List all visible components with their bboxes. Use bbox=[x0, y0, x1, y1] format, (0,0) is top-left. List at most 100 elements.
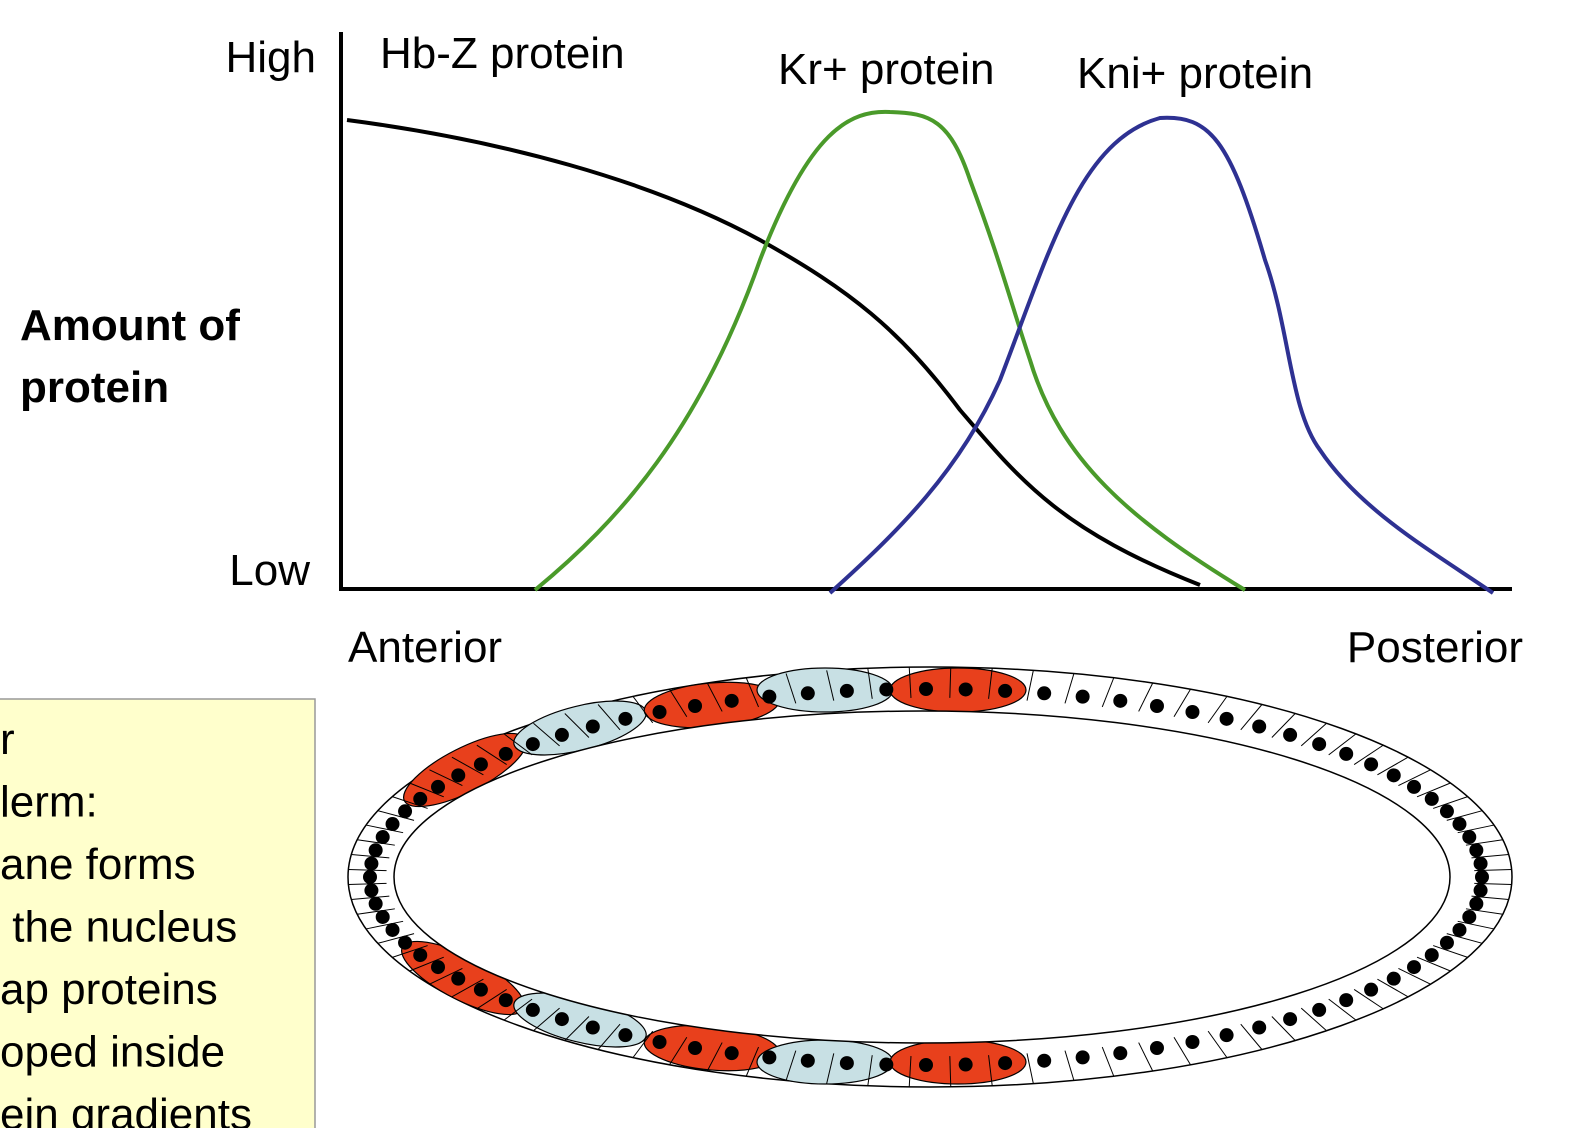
cell-wall bbox=[1398, 967, 1431, 985]
nucleus bbox=[998, 683, 1013, 698]
nucleus bbox=[554, 727, 569, 742]
note-text: r lerm: ane forms the nucleus ap proteins op… bbox=[0, 715, 252, 1133]
cell-wall bbox=[451, 978, 484, 998]
nucleus bbox=[1149, 1041, 1164, 1056]
cell-wall bbox=[392, 945, 428, 958]
cell-wall bbox=[1207, 1030, 1228, 1058]
nucleus bbox=[1386, 768, 1401, 783]
nucleus bbox=[413, 791, 428, 806]
cell-wall bbox=[429, 967, 463, 985]
nucleus bbox=[1386, 971, 1401, 986]
nucleus bbox=[1452, 817, 1467, 832]
nucleus bbox=[724, 693, 739, 708]
nucleus bbox=[1113, 693, 1128, 708]
cell-wall bbox=[1377, 978, 1409, 998]
nucleus bbox=[688, 698, 703, 713]
nucleus bbox=[431, 779, 446, 794]
nucleus bbox=[879, 1057, 894, 1072]
cell-wall bbox=[503, 733, 533, 756]
note-box bbox=[0, 698, 316, 1133]
nucleus bbox=[1462, 830, 1477, 845]
nucleus bbox=[1439, 935, 1454, 950]
nucleus bbox=[1475, 870, 1489, 884]
nucleus bbox=[431, 960, 446, 975]
cell-wall bbox=[706, 682, 723, 712]
nucleus bbox=[473, 982, 488, 997]
cell-wall bbox=[1353, 744, 1384, 765]
note-line: r bbox=[0, 715, 15, 764]
cell-segment bbox=[756, 1039, 894, 1085]
nucleus bbox=[724, 1046, 739, 1061]
nucleus bbox=[958, 682, 973, 697]
nucleus bbox=[1312, 1002, 1327, 1017]
cell-wall bbox=[1101, 1046, 1115, 1077]
cell-wall bbox=[785, 1050, 797, 1081]
nucleus bbox=[451, 768, 466, 783]
nucleus bbox=[998, 1056, 1013, 1071]
kni-curve bbox=[828, 115, 1495, 595]
kr-label: Kr+ protein bbox=[778, 45, 994, 94]
cell-wall bbox=[597, 1023, 621, 1050]
cell-wall bbox=[429, 769, 463, 787]
cell-wall bbox=[1207, 696, 1228, 724]
nucleus bbox=[1252, 719, 1267, 734]
cell-wall bbox=[1240, 1023, 1263, 1050]
nucleus bbox=[473, 757, 488, 772]
nucleus bbox=[839, 683, 854, 698]
cell-wall bbox=[908, 1056, 912, 1087]
nucleus bbox=[525, 1002, 540, 1017]
nucleus bbox=[1185, 1035, 1200, 1050]
cell-wall bbox=[1474, 869, 1512, 872]
nucleus bbox=[1252, 1020, 1267, 1035]
nucleus bbox=[1406, 960, 1421, 975]
nucleus bbox=[585, 1020, 600, 1035]
cell-wall bbox=[867, 1055, 873, 1086]
cell-wall bbox=[1138, 1042, 1154, 1072]
cell-wall bbox=[1471, 895, 1509, 900]
nucleus bbox=[1312, 737, 1327, 752]
cell-wall bbox=[745, 677, 760, 708]
nucleus bbox=[385, 922, 400, 937]
cell-wall bbox=[1064, 673, 1075, 704]
cell-wall bbox=[1446, 810, 1483, 821]
cell-wall bbox=[365, 824, 404, 834]
nucleus bbox=[1469, 896, 1484, 911]
cell-wall bbox=[1064, 1050, 1075, 1081]
cells bbox=[348, 667, 1512, 1087]
cell-wall bbox=[409, 956, 444, 972]
nucleus bbox=[413, 948, 428, 963]
cell-wall bbox=[1271, 713, 1296, 738]
y-label: Amount of bbox=[20, 301, 240, 350]
cell-wall bbox=[1446, 933, 1483, 944]
nucleus bbox=[385, 817, 400, 832]
cell-wall bbox=[785, 673, 797, 704]
cell-wall bbox=[1300, 1007, 1327, 1032]
cell-wall bbox=[826, 1053, 835, 1084]
nucleus bbox=[1473, 856, 1488, 871]
nucleus bbox=[368, 843, 383, 858]
nucleus bbox=[1149, 698, 1164, 713]
nucleus bbox=[498, 993, 513, 1008]
nucleus bbox=[554, 1012, 569, 1027]
nucleus bbox=[1219, 1028, 1234, 1043]
kni-label: Kni+ protein bbox=[1077, 49, 1313, 98]
cell-wall bbox=[669, 1036, 688, 1066]
nucleus bbox=[1075, 689, 1090, 704]
cell-wall bbox=[1271, 1016, 1296, 1041]
posterior-label: Posterior bbox=[1347, 623, 1523, 672]
cell-wall bbox=[357, 839, 395, 846]
cell-wall bbox=[1398, 769, 1431, 787]
cell-wall bbox=[392, 796, 428, 809]
nucleus bbox=[618, 711, 633, 726]
cell-wall bbox=[1240, 704, 1263, 731]
hb-curve bbox=[346, 118, 1201, 587]
cell-wall bbox=[632, 1030, 654, 1058]
cell-wall bbox=[1416, 782, 1451, 798]
nucleus bbox=[958, 1057, 973, 1072]
cell-wall bbox=[1457, 920, 1495, 930]
nucleus bbox=[762, 689, 777, 704]
cell-wall bbox=[1173, 688, 1191, 718]
cell-wall bbox=[632, 696, 654, 724]
